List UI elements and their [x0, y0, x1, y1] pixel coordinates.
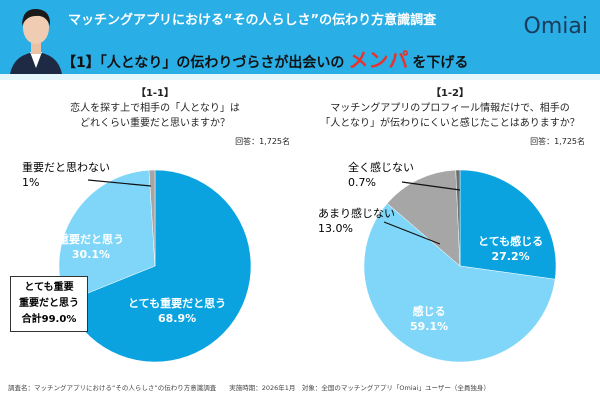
slice-label-important: 重要だと思う 30.1%: [58, 233, 124, 261]
slice-label-very-important: とても重要だと思う 68.9%: [128, 297, 227, 325]
question-text: マッチングアプリのプロフィール情報だけで、相手の 「人となり」が伝わりにくいと感じ…: [305, 101, 595, 131]
person-avatar: [10, 8, 62, 74]
slice-label-strongly-feel: とても感じる 27.2%: [478, 235, 544, 263]
question-1-1: 【1-1】 恋人を探す上で相手の「人となり」は どれくらい重要だと思いますか？ 回…: [10, 84, 300, 146]
question-tag: 【1-1】: [135, 88, 175, 99]
question-text: 恋人を探す上で相手の「人となり」は どれくらい重要だと思いますか？: [10, 101, 300, 131]
leader-line: [401, 181, 461, 191]
headline-post: を下げる: [412, 55, 469, 71]
respondent-count: 回答：1,725名: [235, 137, 290, 146]
pie-slice: [386, 169, 461, 267]
slice-label-not-important: 重要だと思わない 1%: [22, 161, 110, 189]
survey-subtitle: マッチングアプリにおける“その人らしさ”の伝わり方意識調査: [68, 13, 437, 28]
divider-band: [0, 74, 600, 80]
question-line: 「人となり」が伝わりにくいと感じたことはありますか？: [320, 118, 580, 129]
omiai-logo: Omiai: [523, 14, 588, 39]
question-line: どれくらい重要だと思いますか？: [80, 118, 230, 129]
pie-slice: [148, 169, 156, 267]
pie-slice: [459, 169, 557, 280]
headline: 【1】「人となり」の伝わりづらさが出会いの メンパ を下げる: [62, 44, 468, 73]
headline-pre: 【1】「人となり」の伝わりづらさが出会いの: [62, 55, 345, 71]
question-line: マッチングアプリのプロフィール情報だけで、相手の: [330, 103, 570, 114]
survey-footer: 調査名：マッチングアプリにおける“その人らしさ”の伝わり方意識調査 実施時期：2…: [8, 384, 490, 392]
slice-label-rarely-feel: あまり感じない 13.0%: [318, 207, 395, 235]
question-tag: 【1-2】: [430, 88, 470, 99]
slice-label-feel: 感じる 59.1%: [410, 305, 449, 333]
headline-emphasis: メンパ: [348, 48, 409, 72]
pie-slice: [65, 169, 252, 363]
leader-line: [87, 179, 152, 187]
pie-slice: [455, 169, 461, 267]
respondent-count: 回答：1,725名: [530, 137, 585, 146]
question-line: 恋人を探す上で相手の「人となり」は: [70, 103, 240, 114]
header-banner: マッチングアプリにおける“その人らしさ”の伝わり方意識調査 【1】「人となり」の…: [0, 0, 600, 74]
total-callout: とても重要 重要だと思う 合計99.0%: [10, 276, 88, 332]
leader-line: [383, 221, 441, 245]
pie-slice: [363, 203, 556, 363]
slice-label-never-feel: 全く感じない 0.7%: [348, 161, 414, 189]
question-1-2: 【1-2】 マッチングアプリのプロフィール情報だけで、相手の 「人となり」が伝わり…: [305, 84, 595, 146]
